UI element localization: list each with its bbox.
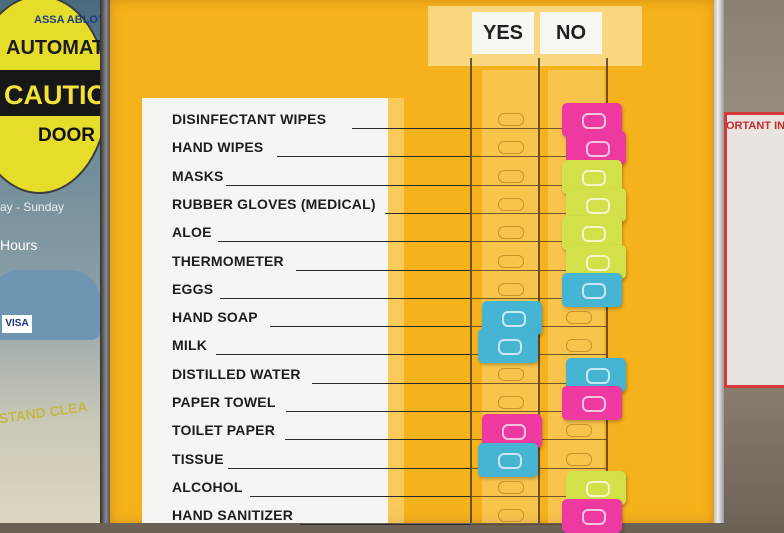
row-line: [470, 298, 606, 300]
glass-door: ASSA ABLOY AUTOMAT CAUTIO DOOR ay - Sund…: [0, 0, 112, 523]
item-label: EGGS: [172, 281, 214, 297]
item-rule-line: [277, 156, 470, 158]
item-rule-line: [312, 383, 470, 385]
item-label: MASKS: [172, 168, 224, 184]
empty-clip-slot: [498, 368, 524, 381]
paper-clip-marker[interactable]: [562, 273, 622, 307]
item-label: TISSUE: [172, 451, 224, 467]
row-line: [470, 128, 606, 130]
item-rule-line: [385, 213, 470, 215]
empty-clip-slot: [498, 255, 524, 268]
row-line: [470, 213, 606, 215]
sign-line-2: CAUTIO: [4, 80, 108, 110]
empty-clip-slot: [498, 481, 524, 494]
paper-clip-marker[interactable]: [478, 329, 538, 363]
row-line: [470, 383, 606, 385]
item-rule-line: [226, 185, 470, 187]
metal-pole: [712, 0, 724, 523]
item-rule-line: [218, 241, 470, 243]
item-rule-line: [285, 439, 470, 441]
item-label: TOILET PAPER: [172, 422, 276, 438]
empty-clip-slot: [566, 424, 592, 437]
item-rule-line: [220, 298, 470, 300]
row-line: [470, 496, 606, 498]
door-hours-text: Hours: [0, 237, 38, 253]
empty-clip-slot: [498, 283, 524, 296]
empty-clip-slot: [498, 170, 524, 183]
item-rule-line: [216, 354, 470, 356]
item-rule-line: [300, 524, 470, 526]
door-frame: [100, 0, 112, 523]
item-rule-line: [250, 496, 470, 498]
item-list-paper: [142, 98, 388, 523]
item-label: HAND WIPES: [172, 139, 264, 155]
empty-clip-slot: [566, 339, 592, 352]
item-rule-line: [286, 411, 470, 413]
row-line: [470, 270, 606, 272]
item-label: ALOE: [172, 224, 212, 240]
item-label: DISTILLED WATER: [172, 366, 301, 382]
paper-clip-marker[interactable]: [562, 386, 622, 420]
empty-clip-slot: [566, 453, 592, 466]
sign-line-3: DOOR: [38, 125, 95, 146]
empty-clip-slot: [498, 509, 524, 522]
notice-board-title: ORTANT INF: [726, 120, 784, 132]
paper-clip-marker[interactable]: [562, 499, 622, 533]
item-label: DISINFECTANT WIPES: [172, 111, 327, 127]
notice-board: [724, 112, 784, 388]
empty-clip-slot: [498, 113, 524, 126]
empty-clip-slot: [498, 226, 524, 239]
visa-sticker: VISA: [2, 315, 32, 333]
item-rule-line: [352, 128, 470, 130]
item-rule-line: [270, 326, 470, 328]
door-days-text: ay - Sunday: [0, 200, 65, 214]
empty-clip-slot: [566, 311, 592, 324]
item-rule-line: [296, 270, 470, 272]
row-line: [470, 156, 606, 158]
row-line: [470, 468, 606, 470]
row-line: [470, 411, 606, 413]
paper-clip-marker[interactable]: [478, 443, 538, 477]
item-label: THERMOMETER: [172, 253, 284, 269]
floor-tape-text: - STAND CLEA: [0, 398, 89, 427]
item-label: HAND SANITIZER: [172, 507, 294, 523]
empty-clip-slot: [498, 141, 524, 154]
paper-clip-marker[interactable]: [562, 216, 622, 250]
item-rule-line: [228, 468, 470, 470]
paper-clip-marker[interactable]: [482, 414, 542, 448]
item-label: MILK: [172, 337, 208, 353]
item-label: HAND SOAP: [172, 309, 258, 325]
row-line: [470, 185, 606, 187]
paper-tape: [388, 98, 404, 523]
sign-brand: ASSA ABLOY: [34, 14, 106, 26]
empty-clip-slot: [498, 396, 524, 409]
column-divider-line: [538, 58, 540, 523]
row-line: [470, 354, 606, 356]
item-label: ALCOHOL: [172, 479, 243, 495]
item-label: PAPER TOWEL: [172, 394, 276, 410]
item-label: RUBBER GLOVES (MEDICAL): [172, 196, 376, 212]
empty-clip-slot: [498, 198, 524, 211]
no-column-header: NO: [540, 12, 602, 54]
paper-clip-marker[interactable]: [566, 131, 626, 165]
yes-column-left-line: [470, 58, 472, 523]
sign-line-1: AUTOMAT: [6, 37, 105, 59]
yes-column-header: YES: [472, 12, 534, 54]
header-tape: [428, 6, 642, 66]
row-line: [470, 241, 606, 243]
caution-band: [0, 70, 100, 116]
